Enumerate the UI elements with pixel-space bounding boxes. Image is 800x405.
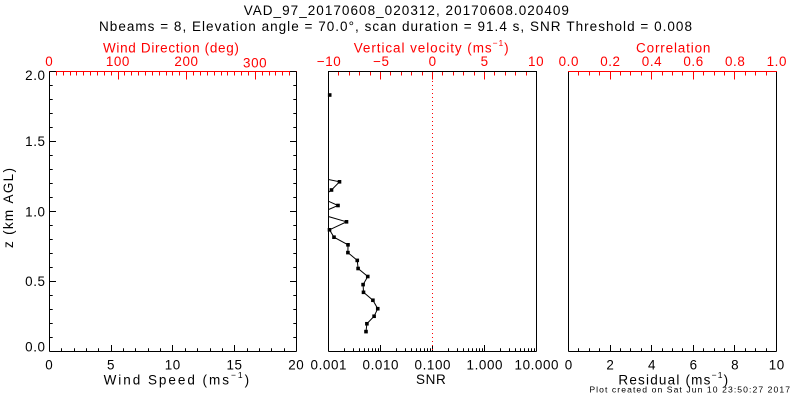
svg-text:1.0: 1.0 [25,204,45,219]
svg-text:Vertical velocity (ms−1): Vertical velocity (ms−1) [354,38,510,56]
svg-text:10: 10 [528,54,544,69]
svg-text:0.0: 0.0 [559,54,579,69]
svg-text:1.000: 1.000 [467,358,504,373]
svg-text:2.0: 2.0 [25,68,45,83]
svg-text:Nbeams = 8, Elevation angle =: Nbeams = 8, Elevation angle = 70.0°, sca… [99,19,693,34]
svg-text:6: 6 [690,358,698,373]
svg-text:0: 0 [45,54,53,69]
svg-text:2: 2 [606,358,614,373]
svg-text:Wind Direction (deg): Wind Direction (deg) [103,41,240,56]
svg-text:0.5: 0.5 [25,274,45,289]
svg-text:z (km AGL): z (km AGL) [1,167,16,248]
svg-text:5: 5 [481,54,489,69]
svg-text:Plot created on Sat Jun 10 23:: Plot created on Sat Jun 10 23:50:27 2017 [589,385,791,395]
svg-text:0.2: 0.2 [600,54,620,69]
svg-text:0.001: 0.001 [311,358,348,373]
svg-text:0: 0 [565,358,573,373]
svg-text:0.010: 0.010 [363,358,400,373]
svg-text:20: 20 [288,358,304,373]
svg-text:10: 10 [165,358,181,373]
svg-text:0: 0 [45,358,53,373]
svg-text:5: 5 [107,358,115,373]
svg-text:Correlation: Correlation [636,41,711,56]
svg-text:0.100: 0.100 [415,358,452,373]
svg-text:0: 0 [429,54,437,69]
svg-text:0.4: 0.4 [642,54,662,69]
svg-text:VAD_97_20170608_020312, 201706: VAD_97_20170608_020312, 20170608.020409 [244,3,570,18]
svg-text:100: 100 [106,54,130,69]
svg-text:300: 300 [243,55,267,70]
svg-text:−5: −5 [373,54,389,69]
svg-text:Wind Speed (ms−1): Wind Speed (ms−1) [104,370,251,388]
svg-text:8: 8 [731,358,739,373]
svg-text:0.6: 0.6 [683,54,703,69]
svg-text:4: 4 [648,358,656,373]
svg-text:SNR: SNR [416,372,446,387]
svg-text:1.0: 1.0 [767,54,787,69]
svg-text:0.8: 0.8 [725,54,745,69]
svg-text:10.000: 10.000 [515,358,560,373]
svg-text:200: 200 [174,54,198,69]
svg-text:1.5: 1.5 [25,134,45,149]
svg-text:0.0: 0.0 [25,340,45,355]
svg-text:15: 15 [226,358,242,373]
svg-text:10: 10 [769,358,785,373]
svg-text:−10: −10 [317,54,342,69]
svg-text:Residual (ms−1): Residual (ms−1) [618,370,729,388]
